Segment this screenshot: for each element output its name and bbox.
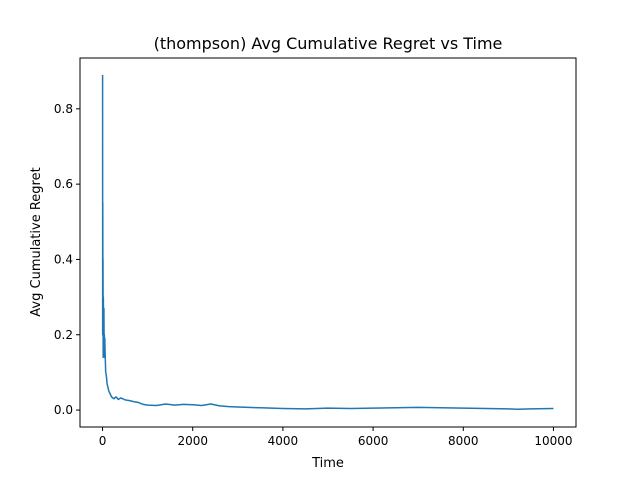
regret-series-line — [101, 74, 554, 411]
x-tick-label: 0 — [99, 434, 107, 448]
chart-title: (thompson) Avg Cumulative Regret vs Time — [154, 34, 503, 53]
y-tick-label: 0.4 — [54, 252, 73, 266]
plot-frame — [79, 57, 577, 428]
y-axis-label: Avg Cumulative Regret — [29, 167, 44, 316]
x-tick-label: 2000 — [177, 434, 208, 448]
x-tick-label: 10000 — [534, 434, 572, 448]
x-axis-label: Time — [311, 456, 344, 471]
y-axis: 0.0 0.2 0.4 0.6 0.8 — [54, 102, 80, 417]
y-tick-label: 0.0 — [54, 403, 73, 417]
x-tick-label: 4000 — [268, 434, 299, 448]
y-tick-label: 0.8 — [54, 102, 73, 116]
x-axis: 0 2000 4000 6000 8000 10000 — [99, 427, 573, 448]
x-tick-label: 8000 — [448, 434, 479, 448]
x-tick-label: 6000 — [358, 434, 389, 448]
plot-area — [101, 74, 554, 411]
y-tick-label: 0.2 — [54, 328, 73, 342]
y-tick-label: 0.6 — [54, 177, 73, 191]
